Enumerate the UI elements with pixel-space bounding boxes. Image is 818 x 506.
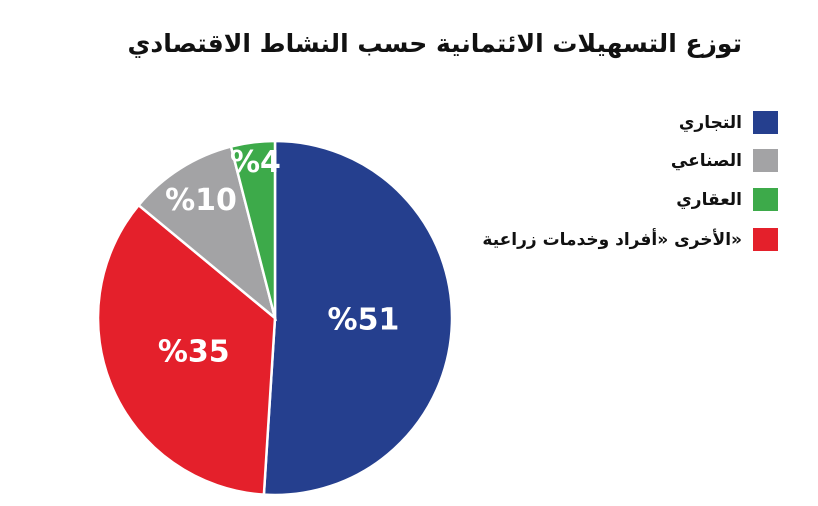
slice-label: %51 xyxy=(328,302,400,337)
legend-label: الصناعي xyxy=(671,151,742,171)
legend-label: الأخرى «أفراد وخدمات زراعية» xyxy=(482,228,742,250)
legend-label: التجاري xyxy=(679,113,742,133)
legend-swatch xyxy=(753,228,778,251)
slice-label: %35 xyxy=(158,335,230,370)
slice-label: %4 xyxy=(230,145,281,180)
slice-label: %10 xyxy=(165,183,237,218)
pie-slice xyxy=(229,139,277,319)
pie-slice xyxy=(96,203,277,496)
chart-title: توزع التسهيلات الائتمانية حسب النشاط الا… xyxy=(127,29,742,59)
legend-swatch xyxy=(753,111,778,134)
legend-swatch xyxy=(753,188,778,211)
legend-label: العقاري xyxy=(676,190,742,210)
legend-swatch xyxy=(753,149,778,172)
pie-slice xyxy=(262,139,454,497)
